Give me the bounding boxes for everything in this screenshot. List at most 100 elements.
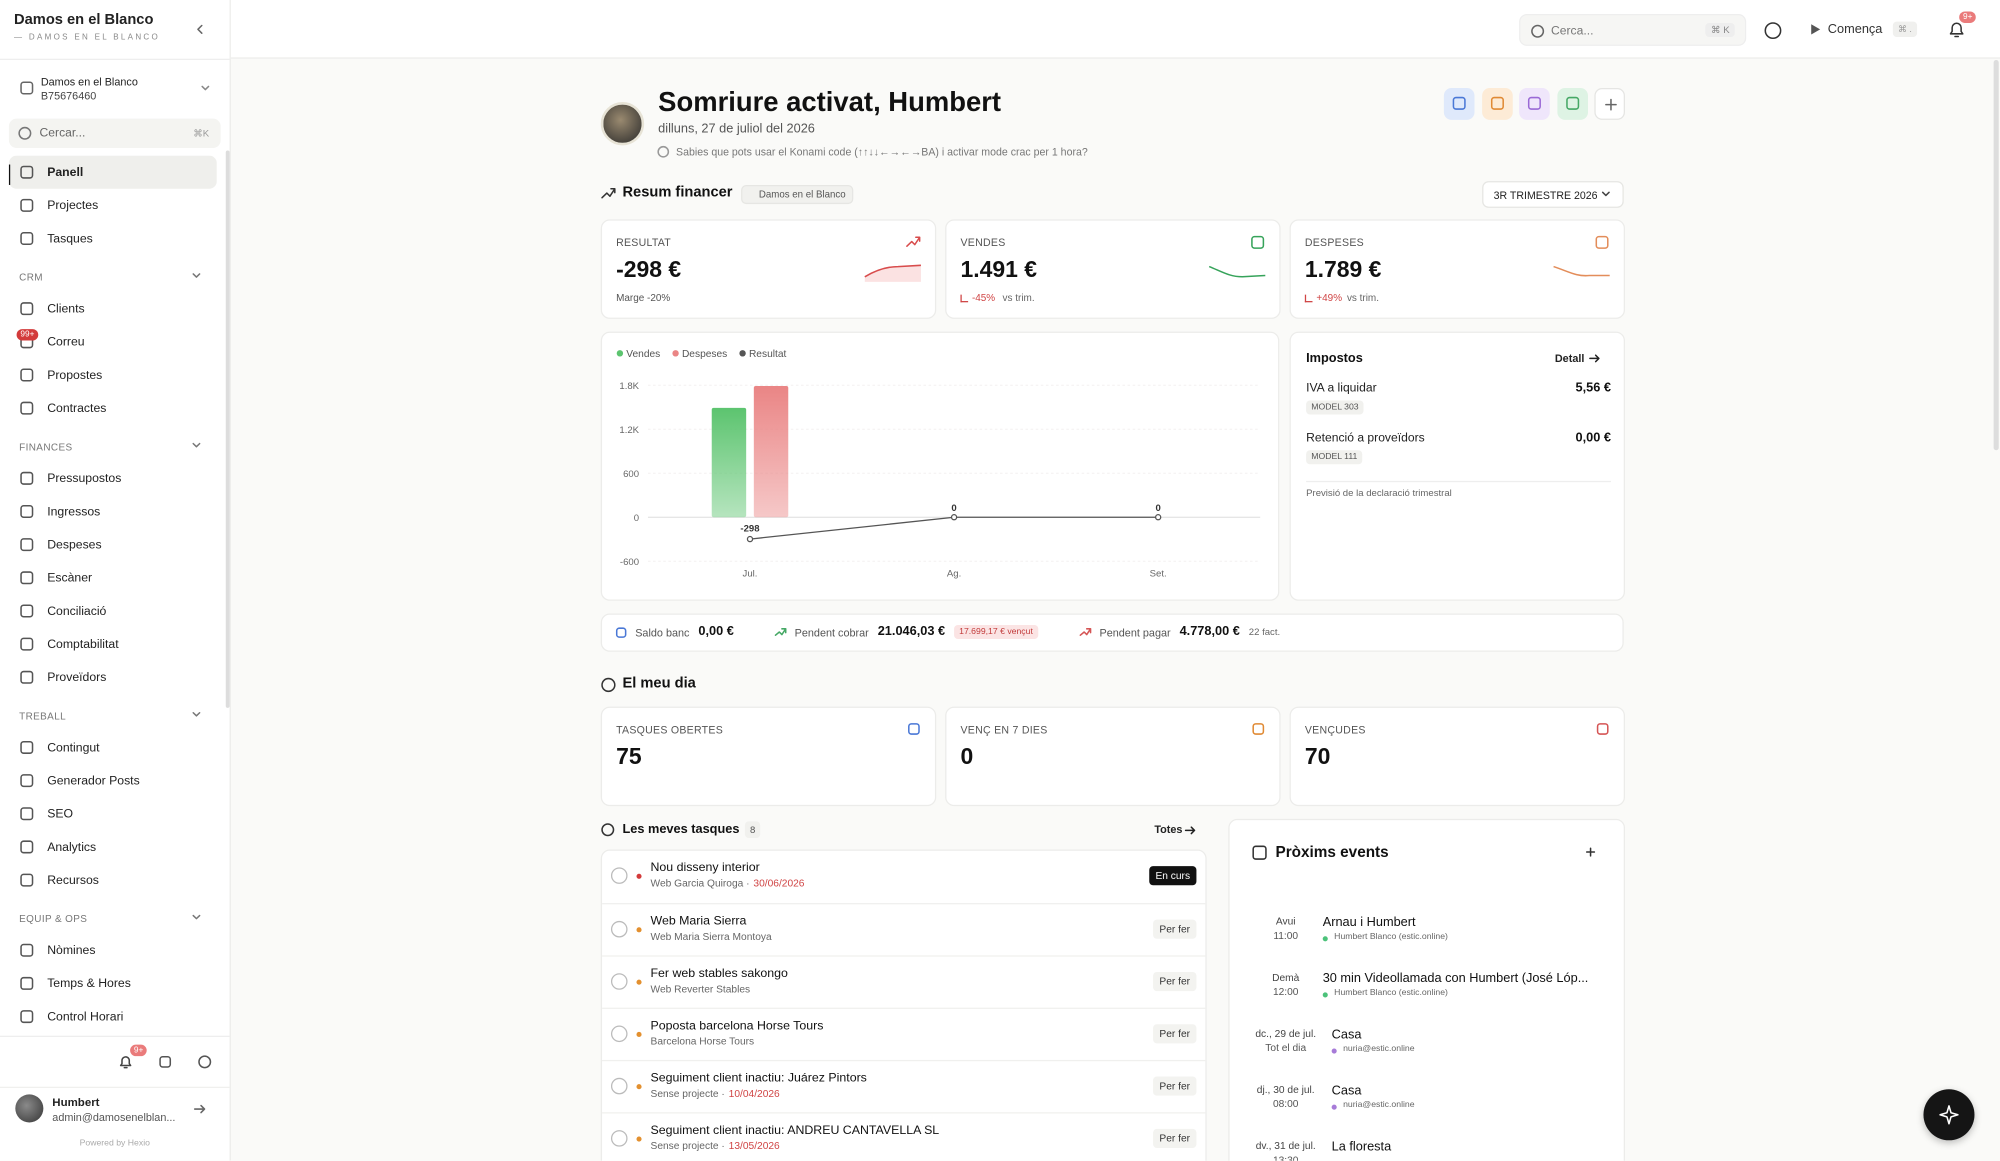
task-checkbox[interactable] <box>610 1077 628 1095</box>
task-checkbox[interactable] <box>610 867 628 884</box>
nav-item[interactable]: Projectes <box>9 189 217 222</box>
task-date: 10/04/2026 <box>728 1088 780 1100</box>
nav-group-title: TREBALL <box>19 710 67 722</box>
icon <box>774 628 787 636</box>
icon-shape <box>1949 22 1964 38</box>
nav-label: Generador Posts <box>47 774 140 789</box>
icon-shape <box>906 236 921 247</box>
nav-item[interactable]: Clients <box>9 292 217 325</box>
nav-item[interactable]: Control Horari <box>9 1000 217 1028</box>
nav-item[interactable]: Contingut <box>9 731 217 764</box>
x-tick-label: Set. <box>1150 569 1167 580</box>
quick-action[interactable] <box>1443 88 1475 120</box>
icon-shape <box>197 24 203 34</box>
detail-link[interactable]: Detall <box>1554 352 1585 365</box>
task-sub: Sense projecte · 10/04/2026 <box>651 1088 780 1099</box>
task-sub: Barcelona Horse Tours <box>651 1036 755 1047</box>
nav-label: Projectes <box>47 198 99 214</box>
task-checkbox[interactable] <box>610 973 628 990</box>
task-checkbox[interactable] <box>610 1130 628 1147</box>
icon <box>1601 191 1610 197</box>
task-row[interactable]: Seguiment client inactiu: Juárez Pintors… <box>602 1059 1206 1112</box>
task-title: Seguiment client inactiu: ANDREU CANTAVE… <box>650 1123 940 1138</box>
icon-shape <box>20 198 34 212</box>
event-time: Tot el dia <box>1265 1042 1307 1054</box>
task-row[interactable]: Seguiment client inactiu: ANDREU CANTAVE… <box>602 1112 1206 1160</box>
nav-item[interactable]: Ingressos <box>9 495 217 528</box>
icon-shape <box>20 807 34 821</box>
line-series <box>749 516 1159 540</box>
search-shortcut: ⌘K <box>193 127 210 140</box>
nav-item[interactable]: Tasques <box>9 222 217 255</box>
event-day: dj., 30 de jul. <box>1256 1084 1315 1096</box>
global-search[interactable]: Cerca... ⌘ K <box>1519 14 1747 46</box>
sidebar-search[interactable]: Cercar... ⌘K <box>8 118 221 148</box>
icon[interactable] <box>1764 22 1782 40</box>
task-row[interactable]: Poposta barcelona Horse Tours Barcelona H… <box>602 1007 1206 1060</box>
start-label: Comença <box>1827 22 1883 37</box>
nav-item[interactable]: Escàner <box>9 561 217 594</box>
icon <box>193 1104 206 1114</box>
avatar <box>600 102 645 146</box>
task-row[interactable]: Fer web stables sakongo Web Reverter Stab… <box>602 955 1206 1007</box>
nav-item[interactable]: Contractes <box>9 392 217 425</box>
data-label: 0 <box>1156 503 1161 514</box>
nav-item[interactable]: Comptabilitat <box>9 628 217 661</box>
assistant-button[interactable] <box>1923 1089 1975 1141</box>
nav-label: Contingut <box>47 741 100 756</box>
section-title: Resum financer <box>622 184 733 201</box>
nav-label: Comptabilitat <box>47 637 119 652</box>
legend-label: Resultat <box>749 349 787 360</box>
event-who: nuria@estic.online <box>1343 1100 1415 1110</box>
task-checkbox[interactable] <box>610 920 628 938</box>
nav-item[interactable]: Analytics <box>9 830 217 863</box>
task-row[interactable]: Web Maria Sierra Web Maria Sierra Montoya… <box>602 903 1206 955</box>
icon <box>906 236 921 247</box>
icon-shape <box>1585 847 1596 857</box>
task-project: Barcelona Horse Tours <box>650 1035 755 1048</box>
period-select[interactable]: 3R TRIMESTRE 2026 <box>1482 181 1624 208</box>
nav-item[interactable]: Temps & Hores <box>9 967 217 1000</box>
nav-item[interactable]: Generador Posts <box>9 764 217 797</box>
task-project: Web Reverter Stables <box>650 983 751 995</box>
nav-item[interactable]: Recursos <box>9 864 217 897</box>
icon-shape <box>1452 96 1466 110</box>
event-time: 08:00 <box>1272 1098 1299 1110</box>
quick-action[interactable] <box>1481 88 1513 120</box>
nav-item[interactable]: Correu 99+ <box>9 325 217 358</box>
nav-item[interactable]: Despeses <box>9 528 217 561</box>
day-value: 70 <box>1304 743 1331 770</box>
nav-item[interactable]: Nòmines <box>9 934 217 967</box>
search-shortcut: ⌘ K <box>1705 22 1735 37</box>
icon <box>20 873 34 887</box>
nav-item[interactable]: Propostes <box>9 358 217 391</box>
nav-item[interactable]: Proveïdors <box>9 661 217 694</box>
icon-shape <box>18 126 32 140</box>
task-checkbox[interactable] <box>610 1025 628 1043</box>
divider <box>0 1035 230 1037</box>
event-day: Demà <box>1272 971 1300 984</box>
quick-action[interactable] <box>1594 88 1625 120</box>
nav-item[interactable]: Conciliació <box>9 594 217 627</box>
nav-label: Nòmines <box>47 943 96 958</box>
events-card: Pròxims events Avui 11:00 Arnau i Humbert Hu… <box>1228 818 1625 1161</box>
quick-action[interactable] <box>1556 88 1588 120</box>
tax-amount: 0,00 € <box>1575 431 1611 446</box>
all-link[interactable]: Totes <box>1154 822 1183 836</box>
quick-action[interactable] <box>1519 88 1550 120</box>
task-row[interactable]: Nou disseny interior Web Garcia Quiroga ·… <box>602 851 1205 903</box>
task-count: 8 <box>744 821 761 839</box>
nav-item[interactable]: Pressupostos <box>9 462 217 495</box>
icon <box>20 943 34 957</box>
day-card: TASQUES OBERTES 75 <box>600 706 937 807</box>
nav-item[interactable]: SEO <box>9 797 217 830</box>
icon <box>615 627 627 638</box>
icon-shape <box>601 677 616 693</box>
event-time: 13:30 <box>1272 1154 1299 1161</box>
start-button[interactable]: Comença ⌘ . <box>1807 18 1922 44</box>
card-title: Pròxims events <box>1275 843 1389 861</box>
icon[interactable] <box>1946 19 1966 39</box>
icon <box>20 637 34 651</box>
nav-label: Contractes <box>47 401 107 416</box>
nav-item[interactable]: Panell <box>8 155 217 189</box>
